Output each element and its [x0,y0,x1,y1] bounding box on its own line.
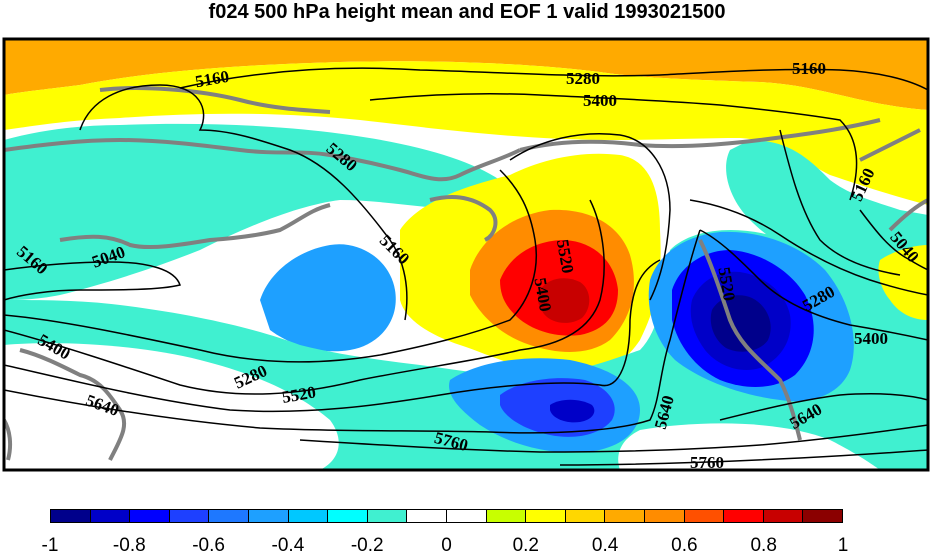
colorbar-segment [565,510,606,522]
colorbar-segment [644,510,685,522]
colorbar-segment [169,510,210,522]
colorbar-tick-label: 0 [441,535,452,556]
contour-label: 5160 [792,59,826,78]
colorbar [50,509,843,523]
colorbar-segment [367,510,408,522]
colorbar-segment [724,510,764,522]
colorbar-tick-label: 0.6 [671,535,698,556]
neutral-patch-southwest [4,343,339,470]
colorbar-segment [526,510,566,522]
colorbar-segment [407,510,447,522]
colorbar-segment [486,510,527,522]
colorbar-segment [446,510,487,522]
contour-label: 5400 [854,329,888,348]
colorbar-tick-label: -1 [41,535,59,556]
neutral-patch-south [618,423,880,470]
colorbar-segment [328,510,368,522]
positive-region-central-darkred [537,278,590,323]
colorbar-tick-label: 0.4 [591,535,619,556]
map-frame [2,37,930,472]
colorbar-segment [248,510,289,522]
map-plot: 5160 5280 5160 5400 5280 5040 5160 5160 … [2,37,930,472]
colorbar-tick-label: 0.8 [750,535,777,556]
colorbar-tick-label: -0.2 [350,535,384,556]
colorbar-segment [130,510,170,522]
colorbar-segment [288,510,329,522]
coastlines [4,86,928,461]
negative-region-south-center [550,399,595,423]
colorbar-tick-label: -0.6 [192,535,225,556]
colorbar-tick-label: -0.8 [112,535,146,556]
contour-label: 5400 [583,91,617,110]
colorbar-tick-label: -0.4 [271,535,305,556]
colorbar-segment [803,510,842,522]
contour-label: 5280 [566,69,600,88]
height-contours [4,67,928,466]
contour-label: 5760 [690,453,724,472]
colorbar-tick-label: 1 [837,535,849,556]
colorbar-segment [90,510,131,522]
positive-band-north [4,39,928,110]
negative-region-west [260,244,396,352]
colorbar-segment [209,510,249,522]
colorbar-segment [605,510,645,522]
colorbar-segment [51,510,91,522]
colorbar-tick-label: 0.2 [512,535,540,556]
map-title: f024 500 hPa height mean and EOF 1 valid… [208,1,726,23]
colorbar-segment [684,510,725,522]
colorbar-segment [763,510,804,522]
negative-region-northwest [4,123,509,300]
